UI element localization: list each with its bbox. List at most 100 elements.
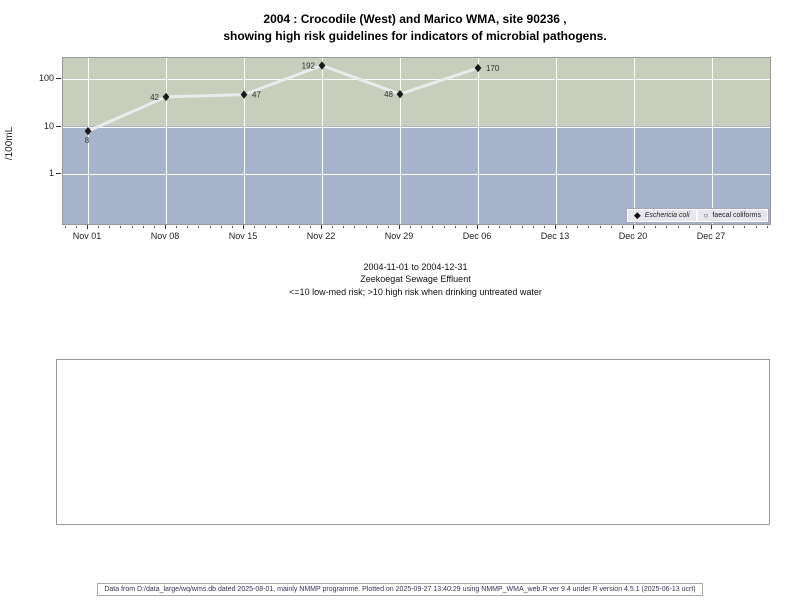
x-axis-minor-tick: [299, 226, 300, 228]
y-axis-tick-label: 1: [48, 168, 54, 178]
x-axis-minor-tick: [678, 226, 679, 228]
x-axis-tick-label: Nov 29: [384, 231, 414, 241]
x-axis-major-tick: [633, 225, 634, 229]
x-axis-minor-tick: [154, 226, 155, 228]
data-point-marker: [240, 90, 248, 99]
x-axis-minor-tick: [522, 226, 523, 228]
x-axis-minor-tick: [756, 226, 757, 228]
x-axis-minor-tick: [666, 226, 667, 228]
x-axis-major-tick: [243, 225, 244, 229]
x-axis-minor-tick: [366, 226, 367, 228]
x-axis-minor-tick: [276, 226, 277, 228]
x-axis-minor-tick: [288, 226, 289, 228]
x-axis-minor-tick: [533, 226, 534, 228]
x-axis-minor-tick: [421, 226, 422, 228]
vertical-gridline: [244, 58, 245, 224]
data-point-label: 42: [150, 93, 159, 102]
x-axis-tick-label: Nov 01: [72, 231, 102, 241]
x-axis-minor-tick: [176, 226, 177, 228]
vertical-gridline: [712, 58, 713, 224]
y-axis-tick: [56, 126, 61, 127]
open-circle-marker-icon: ○: [703, 211, 709, 220]
vertical-gridline: [166, 58, 167, 224]
chart-title: 2004 : Crocodile (West) and Marico WMA, …: [30, 11, 800, 45]
data-point-marker: [162, 92, 170, 102]
high-risk-band: [63, 58, 770, 126]
x-axis-major-tick: [321, 225, 322, 229]
y-axis-tick: [56, 78, 61, 79]
x-axis-minor-tick: [622, 226, 623, 228]
x-axis-minor-tick: [65, 226, 66, 228]
x-axis-minor-tick: [332, 226, 333, 228]
x-axis-tick-label: Dec 20: [618, 231, 648, 241]
plot-panel: 8 42 47 192 48 170 ◆ Eschericia coli ○ faecal…: [62, 57, 771, 225]
x-axis-minor-tick: [611, 226, 612, 228]
x-axis-minor-tick: [410, 226, 411, 228]
x-axis-minor-tick: [343, 226, 344, 228]
horizontal-gridline: [63, 127, 770, 128]
x-axis-minor-tick: [143, 226, 144, 228]
caption-site-name: Zeekoegat Sewage Effluent: [360, 274, 471, 285]
x-axis-minor-tick: [644, 226, 645, 228]
empty-panel: [56, 359, 770, 525]
x-axis-tick-label: Dec 06: [462, 231, 492, 241]
x-axis-minor-tick: [566, 226, 567, 228]
x-axis-minor-tick: [544, 226, 545, 228]
data-point-label: 48: [384, 90, 393, 99]
x-axis-minor-tick: [388, 226, 389, 228]
data-series-layer: 8 42 47 192 48 170: [84, 61, 500, 145]
legend-item-faecal-coliforms: ○ faecal coliforms: [697, 210, 767, 221]
x-axis-major-tick: [87, 225, 88, 229]
x-axis-minor-tick: [655, 226, 656, 228]
x-axis-minor-tick: [354, 226, 355, 228]
data-point-label: 8: [85, 136, 90, 145]
legend-label-ecoli: Eschericia coli: [644, 212, 690, 219]
x-axis-major-tick: [165, 225, 166, 229]
x-axis-minor-tick: [588, 226, 589, 228]
sub-caption: 2004-11-01 to 2004-12-31 Zeekoegat Sewag…: [62, 261, 769, 298]
vertical-gridline: [322, 58, 323, 224]
low-risk-band: [63, 126, 770, 224]
x-axis-minor-tick: [722, 226, 723, 228]
x-axis-minor-tick: [689, 226, 690, 228]
x-axis-minor-tick: [466, 226, 467, 228]
x-axis-minor-tick: [210, 226, 211, 228]
x-axis-minor-tick: [577, 226, 578, 228]
x-axis-minor-tick: [600, 226, 601, 228]
x-axis-minor-tick: [221, 226, 222, 228]
footer-provenance-text: Data from D:/data_large/wq/wms.db dated …: [97, 583, 703, 596]
x-axis-minor-tick: [265, 226, 266, 228]
x-axis-major-tick: [555, 225, 556, 229]
x-axis-major-tick: [399, 225, 400, 229]
x-axis-minor-tick: [76, 226, 77, 228]
x-axis-tick-label: Dec 27: [696, 231, 726, 241]
horizontal-gridline: [63, 174, 770, 175]
x-axis-tick-label: Nov 08: [150, 231, 180, 241]
data-point-label: 192: [302, 62, 316, 71]
x-axis-minor-tick: [444, 226, 445, 228]
x-axis-minor-tick: [254, 226, 255, 228]
data-point-marker: [318, 61, 326, 70]
vertical-gridline: [556, 58, 557, 224]
x-axis-tick-label: Dec 13: [540, 231, 570, 241]
x-axis-minor-tick: [432, 226, 433, 228]
x-axis-minor-tick: [455, 226, 456, 228]
data-point-marker: [84, 126, 92, 136]
y-axis-tick-label: 10: [43, 121, 54, 131]
x-axis-minor-tick: [120, 226, 121, 228]
x-axis-minor-tick: [187, 226, 188, 228]
x-axis-minor-tick: [744, 226, 745, 228]
x-axis-minor-tick: [132, 226, 133, 228]
caption-risk-note: <=10 low-med risk; >10 high risk when dr…: [289, 286, 542, 297]
caption-date-range: 2004-11-01 to 2004-12-31: [363, 262, 468, 272]
vertical-gridline: [400, 58, 401, 224]
footer: Data from D:/data_large/wq/wms.db dated …: [0, 578, 800, 596]
y-axis-title: /100mL: [4, 126, 16, 160]
x-axis-major-tick: [711, 225, 712, 229]
chart-title-line1: 2004 : Crocodile (West) and Marico WMA, …: [263, 12, 567, 26]
x-axis-minor-tick: [499, 226, 500, 228]
data-point-label: 47: [252, 91, 261, 100]
x-axis-tick-label: Nov 22: [306, 231, 336, 241]
x-axis-minor-tick: [310, 226, 311, 228]
